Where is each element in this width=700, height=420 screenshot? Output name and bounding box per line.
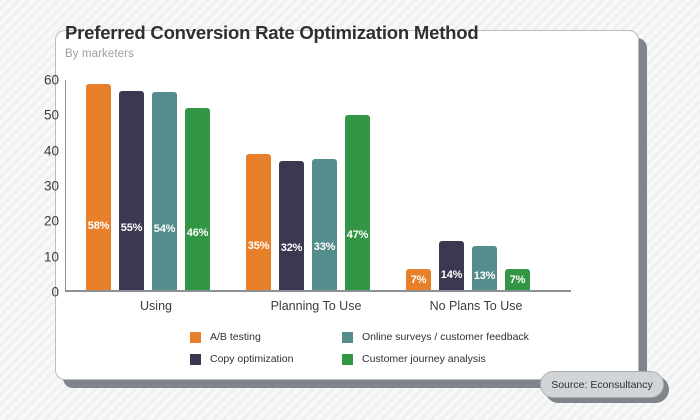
- legend-item[interactable]: A/B testing: [190, 331, 342, 343]
- chart-title: Preferred Conversion Rate Optimization M…: [65, 22, 479, 43]
- y-axis-tick-60: 60: [43, 72, 59, 88]
- legend-label: A/B testing: [210, 331, 261, 343]
- legend-color-swatch: [342, 353, 353, 365]
- bar[interactable]: 33%: [312, 158, 337, 290]
- source-badge: Source: Econsultancy: [540, 371, 664, 398]
- bar-value-label: 58%: [87, 220, 110, 233]
- bar-group-using: 58% 55% 54% 46% Using: [86, 80, 226, 313]
- bar-value-label: 54%: [153, 222, 176, 235]
- bar-value-label: 46%: [186, 227, 209, 240]
- source-label: Source: Econsultancy: [551, 378, 653, 391]
- bars-layer: 58% 55% 54% 46% Using 35% 32% 33% 47% Planning To…: [66, 80, 565, 313]
- bar-value-label: 7%: [509, 274, 526, 287]
- y-axis-tick-40: 40: [43, 143, 59, 159]
- bar-value-label: 33%: [313, 241, 336, 254]
- x-axis-label-using: Using: [140, 299, 172, 313]
- bar[interactable]: 13%: [472, 246, 497, 290]
- y-axis-line: [65, 80, 66, 292]
- x-axis-label-no-plans-to-use: No Plans To Use: [429, 299, 523, 313]
- bar-value-label: 14%: [440, 269, 463, 282]
- bar[interactable]: 55%: [119, 90, 144, 290]
- bar[interactable]: 7%: [505, 269, 530, 290]
- chart-subtitle: By marketers: [65, 48, 134, 60]
- legend-color-swatch: [342, 331, 353, 343]
- y-axis-tick-30: 30: [43, 178, 59, 194]
- y-axis-tick-20: 20: [43, 213, 59, 229]
- y-axis-tick-50: 50: [43, 107, 59, 123]
- legend-item[interactable]: Customer journey analysis: [342, 353, 529, 365]
- bar-value-label: 55%: [120, 222, 143, 235]
- legend-item[interactable]: Online surveys / customer feedback: [342, 331, 529, 343]
- legend-label: Customer journey analysis: [362, 353, 486, 365]
- bar[interactable]: 54%: [152, 92, 177, 290]
- bar[interactable]: 46%: [185, 108, 210, 290]
- y-axis-tick-0: 0: [51, 284, 59, 300]
- legend-item[interactable]: Copy optimization: [190, 353, 342, 365]
- x-axis-line: [65, 290, 571, 292]
- bar[interactable]: 35%: [246, 153, 271, 290]
- bar[interactable]: 32%: [279, 160, 304, 290]
- bar-value-label: 35%: [247, 239, 270, 252]
- title-block: Preferred Conversion Rate Optimization M…: [65, 22, 479, 60]
- legend-color-swatch: [190, 331, 201, 343]
- bar-value-label: 32%: [280, 241, 303, 254]
- x-axis-label-planning-to-use: Planning To Use: [270, 299, 362, 313]
- bar[interactable]: 47%: [345, 115, 370, 290]
- bar[interactable]: 58%: [86, 83, 111, 290]
- legend-label: Copy optimization: [210, 353, 294, 365]
- bar[interactable]: 7%: [406, 269, 431, 290]
- legend-label: Online surveys / customer feedback: [362, 331, 529, 343]
- bar-group-no-plans-to-use: 7% 14% 13% 7% No Plans To Use: [406, 80, 546, 313]
- bar-value-label: 47%: [346, 229, 369, 241]
- bar-value-label: 13%: [473, 270, 496, 283]
- bar[interactable]: 14%: [439, 241, 464, 290]
- y-axis-tick-10: 10: [43, 249, 59, 265]
- legend-color-swatch: [190, 353, 201, 365]
- bar-group-planning-to-use: 35% 32% 33% 47% Planning To Use: [246, 80, 386, 313]
- bar-value-label: 7%: [410, 274, 427, 287]
- plot-area: 60 50 40 30 20 10 0 58% 55% 54% 46% Using 35% 32% 33%…: [44, 73, 571, 313]
- chart-legend: A/B testing Online surveys / customer fee…: [190, 326, 529, 370]
